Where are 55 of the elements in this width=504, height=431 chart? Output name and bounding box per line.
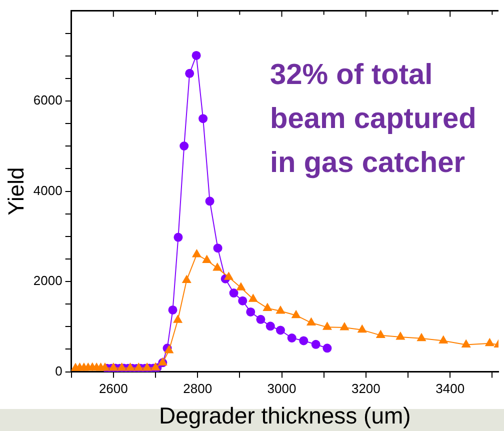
point [266,322,275,331]
point [416,332,426,342]
point [125,362,136,371]
point [180,141,189,150]
x-tick-label: 2600 [98,381,128,396]
point [173,314,183,323]
y-axis-title: Yield [3,167,28,216]
point [224,272,234,280]
point [357,324,367,333]
point [396,332,406,340]
point [438,335,448,344]
point [142,362,152,371]
x-tick-label: 2800 [183,381,212,396]
point [311,340,320,349]
point [238,296,248,306]
point [213,244,222,253]
x-tick-label: 3000 [267,381,296,396]
point [299,336,308,346]
point [287,334,296,342]
point [340,322,350,330]
point [202,254,212,263]
y-tick-label: 0 [55,363,62,378]
point [246,307,256,316]
point [198,114,208,124]
annotation: 32% of total beam captured in gas catcher [270,59,476,179]
point [376,330,386,338]
point [276,305,286,314]
y-tick-label: 6000 [33,92,62,108]
point [192,248,202,258]
point [256,314,266,324]
point [168,305,178,314]
y-tick-label: 4000 [33,182,62,198]
point [100,362,110,371]
point [236,282,246,290]
point [306,317,316,326]
point [322,322,332,330]
point [322,344,332,353]
point [291,310,301,318]
x-axis-title: Degrader thickness (um) [159,402,411,429]
point [484,338,494,346]
point [108,362,118,371]
point [192,50,201,60]
point [248,294,258,302]
point [182,274,192,283]
point [229,288,238,298]
x-tick-label: 3200 [351,381,380,396]
point [205,196,214,206]
y-tick-label: 2000 [33,273,62,288]
point [174,232,183,242]
point [461,339,471,348]
point [262,302,272,311]
point [212,262,222,271]
point [185,68,194,78]
point [276,326,285,335]
x-tick-label: 3400 [436,381,465,396]
